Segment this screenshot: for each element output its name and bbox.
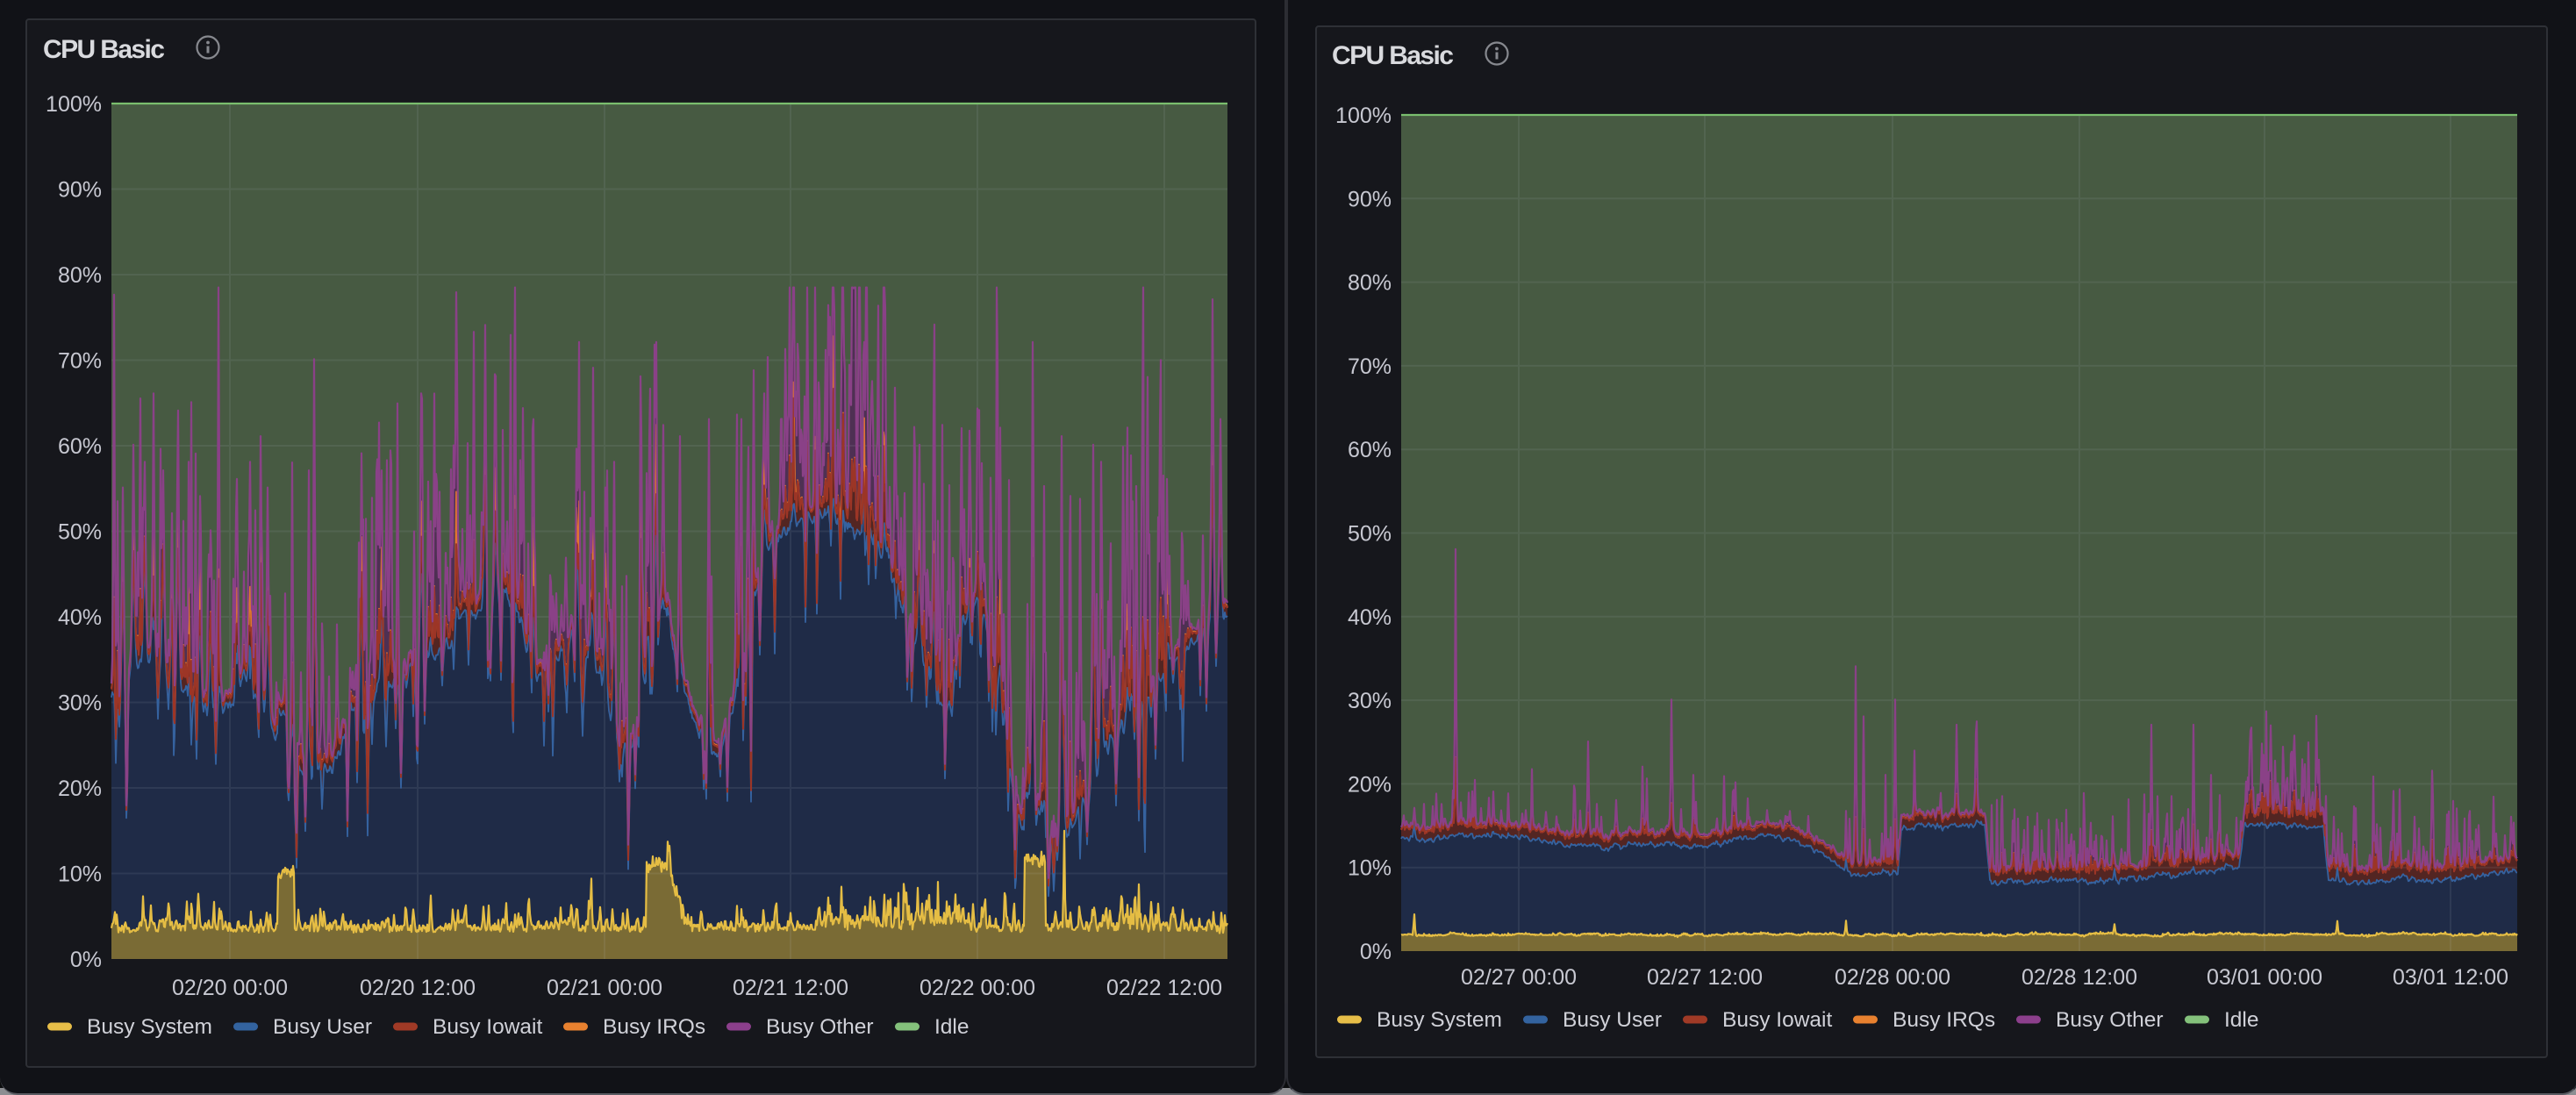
svg-text:Busy System: Busy System xyxy=(87,1015,212,1039)
svg-text:02/20 00:00: 02/20 00:00 xyxy=(172,976,288,1000)
svg-text:03/01 00:00: 03/01 00:00 xyxy=(2207,965,2322,990)
svg-text:02/27 00:00: 02/27 00:00 xyxy=(1461,965,1577,990)
svg-text:CPU Basic: CPU Basic xyxy=(1332,41,1453,70)
svg-text:Busy User: Busy User xyxy=(1563,1008,1662,1032)
svg-text:80%: 80% xyxy=(1348,271,1392,296)
svg-text:CPU Basic: CPU Basic xyxy=(43,35,164,64)
svg-text:90%: 90% xyxy=(1348,187,1392,211)
svg-text:20%: 20% xyxy=(1348,772,1392,797)
svg-text:02/20 12:00: 02/20 12:00 xyxy=(360,976,476,1000)
svg-text:Busy IRQs: Busy IRQs xyxy=(603,1015,705,1039)
svg-text:Busy Other: Busy Other xyxy=(2056,1008,2164,1032)
svg-text:02/22 12:00: 02/22 12:00 xyxy=(1106,976,1222,1000)
svg-text:60%: 60% xyxy=(58,434,102,459)
svg-text:90%: 90% xyxy=(58,178,102,203)
svg-text:100%: 100% xyxy=(1335,104,1392,128)
svg-text:Idle: Idle xyxy=(934,1015,970,1039)
svg-text:60%: 60% xyxy=(1348,438,1392,462)
svg-text:30%: 30% xyxy=(58,691,102,716)
svg-text:Busy Iowait: Busy Iowait xyxy=(1722,1008,1832,1032)
svg-text:0%: 0% xyxy=(1360,940,1392,964)
svg-text:30%: 30% xyxy=(1348,689,1392,713)
svg-text:Busy IRQs: Busy IRQs xyxy=(1893,1008,1995,1032)
svg-text:40%: 40% xyxy=(58,605,102,630)
svg-text:0%: 0% xyxy=(70,948,102,972)
svg-text:10%: 10% xyxy=(1348,856,1392,881)
svg-text:02/28 12:00: 02/28 12:00 xyxy=(2021,965,2137,990)
svg-text:Busy Other: Busy Other xyxy=(766,1015,874,1039)
svg-text:03/01 12:00: 03/01 12:00 xyxy=(2393,965,2508,990)
svg-text:100%: 100% xyxy=(46,92,102,117)
svg-text:02/21 00:00: 02/21 00:00 xyxy=(547,976,662,1000)
svg-text:02/21 12:00: 02/21 12:00 xyxy=(733,976,848,1000)
svg-text:Busy User: Busy User xyxy=(273,1015,372,1039)
svg-text:80%: 80% xyxy=(58,263,102,288)
svg-text:Busy Iowait: Busy Iowait xyxy=(433,1015,542,1039)
svg-text:20%: 20% xyxy=(58,777,102,801)
svg-text:70%: 70% xyxy=(1348,354,1392,379)
svg-text:10%: 10% xyxy=(58,862,102,887)
svg-text:02/22 00:00: 02/22 00:00 xyxy=(919,976,1035,1000)
svg-text:02/28 00:00: 02/28 00:00 xyxy=(1835,965,1950,990)
svg-text:50%: 50% xyxy=(58,520,102,545)
svg-text:Idle: Idle xyxy=(2224,1008,2259,1032)
svg-text:50%: 50% xyxy=(1348,522,1392,547)
svg-text:02/27 12:00: 02/27 12:00 xyxy=(1647,965,1763,990)
svg-text:40%: 40% xyxy=(1348,605,1392,630)
svg-text:70%: 70% xyxy=(58,349,102,374)
svg-text:Busy System: Busy System xyxy=(1377,1008,1502,1032)
